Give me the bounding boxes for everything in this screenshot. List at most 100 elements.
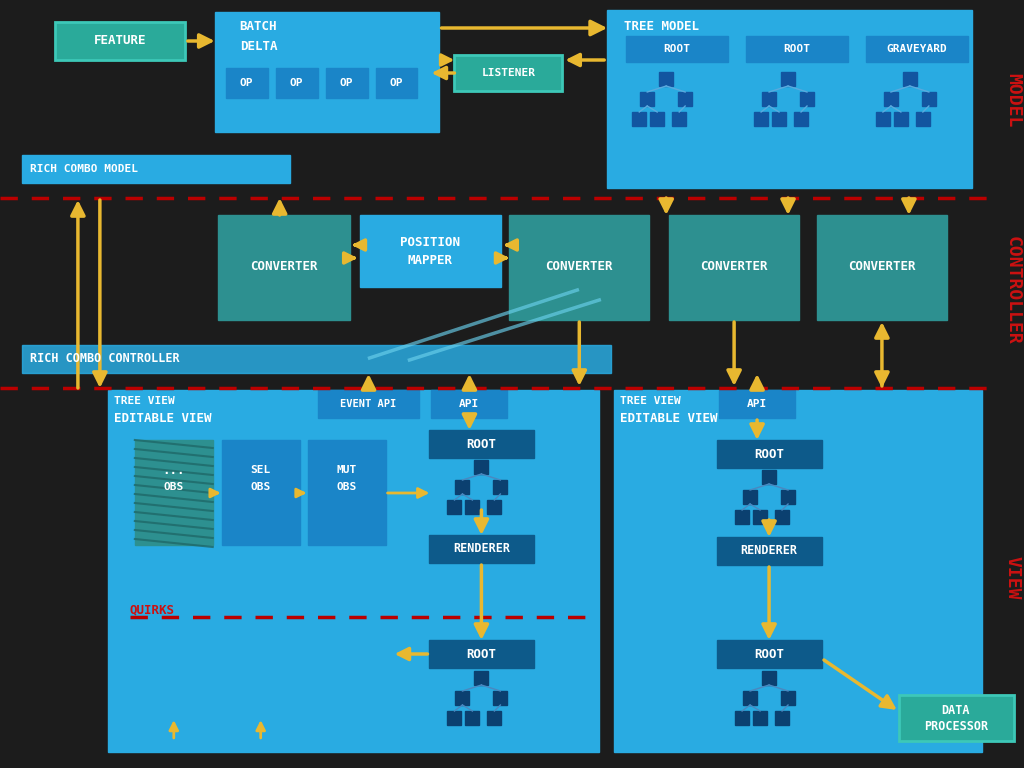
Bar <box>466 711 479 725</box>
Bar <box>632 112 646 126</box>
Text: CONVERTER: CONVERTER <box>848 260 915 273</box>
Bar <box>899 695 1014 741</box>
Bar <box>466 500 479 514</box>
Bar <box>447 711 462 725</box>
Bar <box>429 430 535 458</box>
Text: TREE VIEW: TREE VIEW <box>114 396 175 406</box>
Bar <box>922 92 936 106</box>
Text: CONVERTER: CONVERTER <box>700 260 768 273</box>
Bar <box>474 460 488 474</box>
Bar <box>487 711 502 725</box>
Bar <box>915 112 930 126</box>
Bar <box>659 72 673 86</box>
Bar <box>772 112 786 126</box>
Bar <box>55 22 184 60</box>
Bar <box>627 36 728 62</box>
Bar <box>222 440 300 545</box>
Text: TREE VIEW: TREE VIEW <box>621 396 681 406</box>
Bar <box>753 711 767 725</box>
Bar <box>717 537 822 565</box>
Text: MODEL: MODEL <box>1004 73 1022 127</box>
Bar <box>317 390 420 418</box>
Bar <box>494 480 507 494</box>
Text: API: API <box>460 399 479 409</box>
Text: GRAVEYARD: GRAVEYARD <box>887 44 947 54</box>
Bar <box>218 215 349 320</box>
Bar <box>326 68 368 98</box>
Bar <box>719 390 795 418</box>
Bar <box>22 155 290 183</box>
Bar <box>781 72 795 86</box>
Bar <box>762 671 776 685</box>
Bar <box>456 480 469 494</box>
Text: DATA: DATA <box>942 703 970 717</box>
Bar <box>359 215 502 287</box>
Bar <box>307 440 385 545</box>
Bar <box>735 510 750 524</box>
Bar <box>743 490 757 504</box>
Text: EDITABLE VIEW: EDITABLE VIEW <box>621 412 718 425</box>
Bar <box>678 92 692 106</box>
Text: ROOT: ROOT <box>783 44 811 54</box>
Bar <box>431 390 507 418</box>
Text: API: API <box>746 399 767 409</box>
Text: MAPPER: MAPPER <box>408 253 453 266</box>
Bar <box>108 390 599 752</box>
Text: ROOT: ROOT <box>466 438 497 451</box>
Bar <box>650 112 665 126</box>
Bar <box>607 10 972 188</box>
Text: POSITION: POSITION <box>400 237 461 250</box>
Bar <box>800 92 814 106</box>
Text: ROOT: ROOT <box>466 647 497 660</box>
Bar <box>775 510 790 524</box>
Bar <box>672 112 686 126</box>
Bar <box>640 92 654 106</box>
Text: ROOT: ROOT <box>754 448 784 461</box>
Bar <box>487 500 502 514</box>
Bar <box>884 92 898 106</box>
Bar <box>614 390 982 752</box>
Bar <box>781 691 795 705</box>
Bar <box>775 711 790 725</box>
Text: CONVERTER: CONVERTER <box>546 260 613 273</box>
Bar <box>743 691 757 705</box>
Bar <box>494 691 507 705</box>
Bar <box>275 68 317 98</box>
Bar <box>22 345 611 373</box>
Text: RICH COMBO MODEL: RICH COMBO MODEL <box>30 164 138 174</box>
Text: OP: OP <box>390 78 403 88</box>
Text: OP: OP <box>240 78 254 88</box>
Bar <box>794 112 808 126</box>
Bar <box>474 671 488 685</box>
Text: CONVERTER: CONVERTER <box>250 260 317 273</box>
Text: RICH COMBO CONTROLLER: RICH COMBO CONTROLLER <box>30 353 179 366</box>
Text: QUIRKS: QUIRKS <box>130 604 175 617</box>
Text: OBS: OBS <box>251 482 270 492</box>
Text: OP: OP <box>290 78 303 88</box>
Bar <box>215 12 439 132</box>
Text: EDITABLE VIEW: EDITABLE VIEW <box>114 412 211 425</box>
Bar <box>903 72 916 86</box>
Text: VIEW: VIEW <box>1004 556 1022 600</box>
Text: ...: ... <box>163 464 185 476</box>
Text: BATCH: BATCH <box>240 21 278 34</box>
Bar <box>894 112 908 126</box>
Text: DELTA: DELTA <box>240 41 278 54</box>
Text: RENDERER: RENDERER <box>740 545 798 558</box>
Text: MUT: MUT <box>337 465 356 475</box>
Text: SEL: SEL <box>251 465 270 475</box>
Text: RENDERER: RENDERER <box>453 542 510 555</box>
Bar <box>669 215 799 320</box>
Bar <box>509 215 649 320</box>
Bar <box>456 691 469 705</box>
Bar <box>717 640 822 668</box>
Text: OBS: OBS <box>164 482 184 492</box>
Text: PROCESSOR: PROCESSOR <box>924 720 988 733</box>
Bar <box>866 36 968 62</box>
Bar <box>455 55 562 91</box>
Bar <box>429 640 535 668</box>
Bar <box>876 112 890 126</box>
Text: CONTROLLER: CONTROLLER <box>1004 236 1022 344</box>
Bar <box>746 36 848 62</box>
Text: ROOT: ROOT <box>754 647 784 660</box>
